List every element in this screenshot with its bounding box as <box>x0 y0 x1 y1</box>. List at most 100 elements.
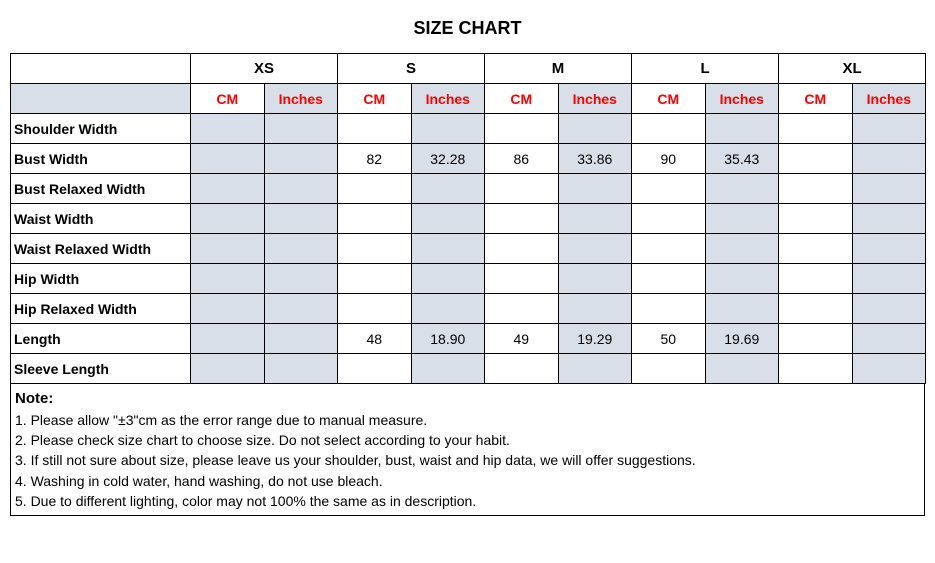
data-cell: 19.69 <box>705 324 779 354</box>
data-cell <box>338 354 412 384</box>
note-item-1: 1. Please allow "±3"cm as the error rang… <box>15 410 920 430</box>
data-cell <box>558 114 632 144</box>
size-col-xs: XS <box>191 54 338 84</box>
data-cell <box>852 234 926 264</box>
size-header-row: XS S M L XL <box>11 54 926 84</box>
data-cell <box>852 294 926 324</box>
table-row: Bust Width8232.288633.869035.43 <box>11 144 926 174</box>
size-col-l: L <box>632 54 779 84</box>
data-cell <box>705 174 779 204</box>
data-cell <box>411 264 485 294</box>
unit-m-cm: CM <box>485 84 559 114</box>
empty-unit-corner <box>11 84 191 114</box>
data-cell <box>338 174 412 204</box>
data-cell <box>485 354 559 384</box>
data-cell <box>632 294 706 324</box>
data-cell <box>338 204 412 234</box>
data-cell <box>779 294 853 324</box>
data-cell <box>705 264 779 294</box>
data-cell <box>779 264 853 294</box>
data-cell <box>191 354 265 384</box>
data-cell <box>191 204 265 234</box>
data-cell <box>411 204 485 234</box>
data-cell <box>485 204 559 234</box>
data-cell <box>338 294 412 324</box>
row-label: Hip Relaxed Width <box>11 294 191 324</box>
data-cell <box>705 114 779 144</box>
data-cell <box>191 114 265 144</box>
table-row: Shoulder Width <box>11 114 926 144</box>
data-cell <box>852 324 926 354</box>
chart-title: SIZE CHART <box>10 10 925 53</box>
data-cell <box>191 264 265 294</box>
data-cell <box>632 114 706 144</box>
data-cell <box>191 174 265 204</box>
row-label: Length <box>11 324 191 354</box>
data-cell <box>558 234 632 264</box>
size-col-m: M <box>485 54 632 84</box>
data-cell <box>632 204 706 234</box>
data-cell <box>264 294 338 324</box>
data-cell: 35.43 <box>705 144 779 174</box>
row-label: Shoulder Width <box>11 114 191 144</box>
data-cell: 32.28 <box>411 144 485 174</box>
note-item-3: 3. If still not sure about size, please … <box>15 450 920 470</box>
notes-title: Note: <box>15 388 920 410</box>
data-cell: 86 <box>485 144 559 174</box>
unit-xs-in: Inches <box>264 84 338 114</box>
data-cell <box>779 144 853 174</box>
data-cell <box>779 114 853 144</box>
data-cell <box>705 294 779 324</box>
row-label: Hip Width <box>11 264 191 294</box>
data-cell <box>558 294 632 324</box>
data-cell <box>411 294 485 324</box>
note-item-5: 5. Due to different lighting, color may … <box>15 491 920 511</box>
data-cell <box>779 324 853 354</box>
data-cell <box>264 204 338 234</box>
row-label: Bust Width <box>11 144 191 174</box>
unit-xl-in: Inches <box>852 84 926 114</box>
data-cell <box>264 264 338 294</box>
unit-xl-cm: CM <box>779 84 853 114</box>
table-row: Sleeve Length <box>11 354 926 384</box>
data-cell <box>852 204 926 234</box>
data-cell <box>411 354 485 384</box>
size-col-xl: XL <box>779 54 926 84</box>
data-cell <box>191 234 265 264</box>
data-cell <box>338 264 412 294</box>
data-cell <box>264 234 338 264</box>
data-cell: 33.86 <box>558 144 632 174</box>
table-row: Waist Relaxed Width <box>11 234 926 264</box>
data-cell <box>485 234 559 264</box>
table-row: Hip Width <box>11 264 926 294</box>
data-cell <box>558 354 632 384</box>
data-cell <box>852 144 926 174</box>
data-cell: 50 <box>632 324 706 354</box>
data-cell <box>191 324 265 354</box>
data-cell <box>264 174 338 204</box>
data-cell <box>705 204 779 234</box>
unit-l-cm: CM <box>632 84 706 114</box>
notes-section: Note: 1. Please allow "±3"cm as the erro… <box>10 384 925 516</box>
size-col-s: S <box>338 54 485 84</box>
data-cell <box>338 114 412 144</box>
data-cell <box>852 264 926 294</box>
data-cell <box>632 354 706 384</box>
data-cell <box>632 174 706 204</box>
table-row: Hip Relaxed Width <box>11 294 926 324</box>
data-cell <box>779 234 853 264</box>
data-cell <box>632 264 706 294</box>
unit-xs-cm: CM <box>191 84 265 114</box>
data-cell: 82 <box>338 144 412 174</box>
data-cell <box>264 114 338 144</box>
row-label: Waist Relaxed Width <box>11 234 191 264</box>
unit-header-row: CM Inches CM Inches CM Inches CM Inches … <box>11 84 926 114</box>
size-chart-table: XS S M L XL CM Inches CM Inches CM Inche… <box>10 53 926 384</box>
data-cell <box>338 234 412 264</box>
note-item-4: 4. Washing in cold water, hand washing, … <box>15 471 920 491</box>
data-cell <box>411 174 485 204</box>
data-cell <box>485 264 559 294</box>
data-cell: 49 <box>485 324 559 354</box>
data-cell <box>705 354 779 384</box>
data-cell <box>852 174 926 204</box>
